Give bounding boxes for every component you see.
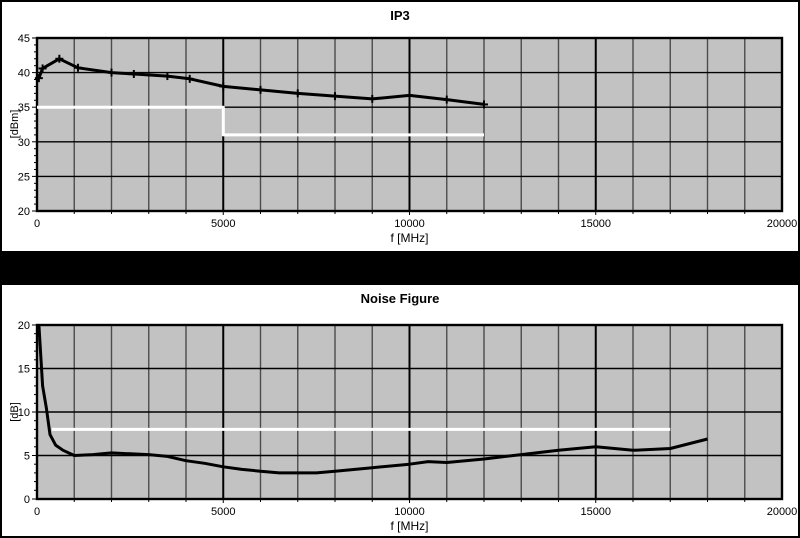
ip3-chart: 0 5000 10000 15000 20000 20 25 30 35 40 45 f [MHz] [18, 33, 798, 245]
svg-text:0: 0 [34, 506, 40, 518]
noise-figure-x-tick-labels: 0 5000 10000 15000 20000 [34, 506, 797, 518]
svg-text:10: 10 [18, 407, 30, 419]
noise-figure-curve [37, 324, 708, 475]
panel-separator [2, 251, 798, 285]
svg-text:5: 5 [24, 451, 30, 463]
svg-text:5000: 5000 [211, 506, 235, 518]
svg-text:35: 35 [18, 102, 30, 114]
svg-text:0: 0 [24, 494, 30, 506]
svg-text:30: 30 [18, 137, 30, 149]
svg-text:40: 40 [18, 68, 30, 80]
svg-text:20000: 20000 [767, 506, 798, 518]
ip3-x-axis-label: f [MHz] [391, 231, 429, 245]
ip3-data-markers [34, 54, 488, 109]
noise-figure-chart: 0 5000 10000 15000 20000 0 5 10 15 20 f [MHz] [18, 320, 798, 533]
svg-text:20: 20 [18, 206, 30, 218]
ip3-y-axis-label: [dBm] [9, 109, 21, 139]
noise-figure-chart-title: Noise Figure [360, 291, 440, 306]
svg-text:45: 45 [18, 33, 30, 45]
ip3-y-tick-labels: 20 25 30 35 40 45 [18, 33, 30, 218]
svg-text:25: 25 [18, 171, 30, 183]
svg-text:20: 20 [18, 320, 30, 332]
noise-figure-chart-panel: Noise Figure [dB] 0 5000 10000 15000 20000 0 5… [2, 285, 798, 536]
noise-figure-plot-border [35, 323, 784, 501]
svg-text:5000: 5000 [211, 218, 235, 230]
noise-figure-major-gridlines [222, 325, 597, 503]
svg-text:15: 15 [18, 364, 30, 376]
ip3-curve [37, 57, 485, 106]
noise-figure-y-tick-labels: 0 5 10 15 20 [18, 320, 30, 506]
svg-text:15000: 15000 [580, 218, 611, 230]
ip3-plot-border [35, 36, 784, 213]
noise-figure-x-axis-label: f [MHz] [391, 519, 429, 533]
svg-text:0: 0 [34, 218, 40, 230]
svg-text:20000: 20000 [767, 218, 798, 230]
svg-text:15000: 15000 [580, 506, 611, 518]
svg-text:10000: 10000 [394, 218, 425, 230]
svg-text:10000: 10000 [394, 506, 425, 518]
ip3-chart-panel: IP3 [dBm] 0 5000 10000 15000 20000 20 25 30 35 40… [2, 2, 798, 251]
ip3-chart-title: IP3 [390, 8, 410, 23]
ip3-x-tick-labels: 0 5000 10000 15000 20000 [34, 218, 797, 230]
noise-figure-y-axis-label: [dB] [9, 402, 21, 422]
ip3-minor-gridlines [73, 38, 746, 211]
ip3-limit-line [37, 105, 484, 137]
